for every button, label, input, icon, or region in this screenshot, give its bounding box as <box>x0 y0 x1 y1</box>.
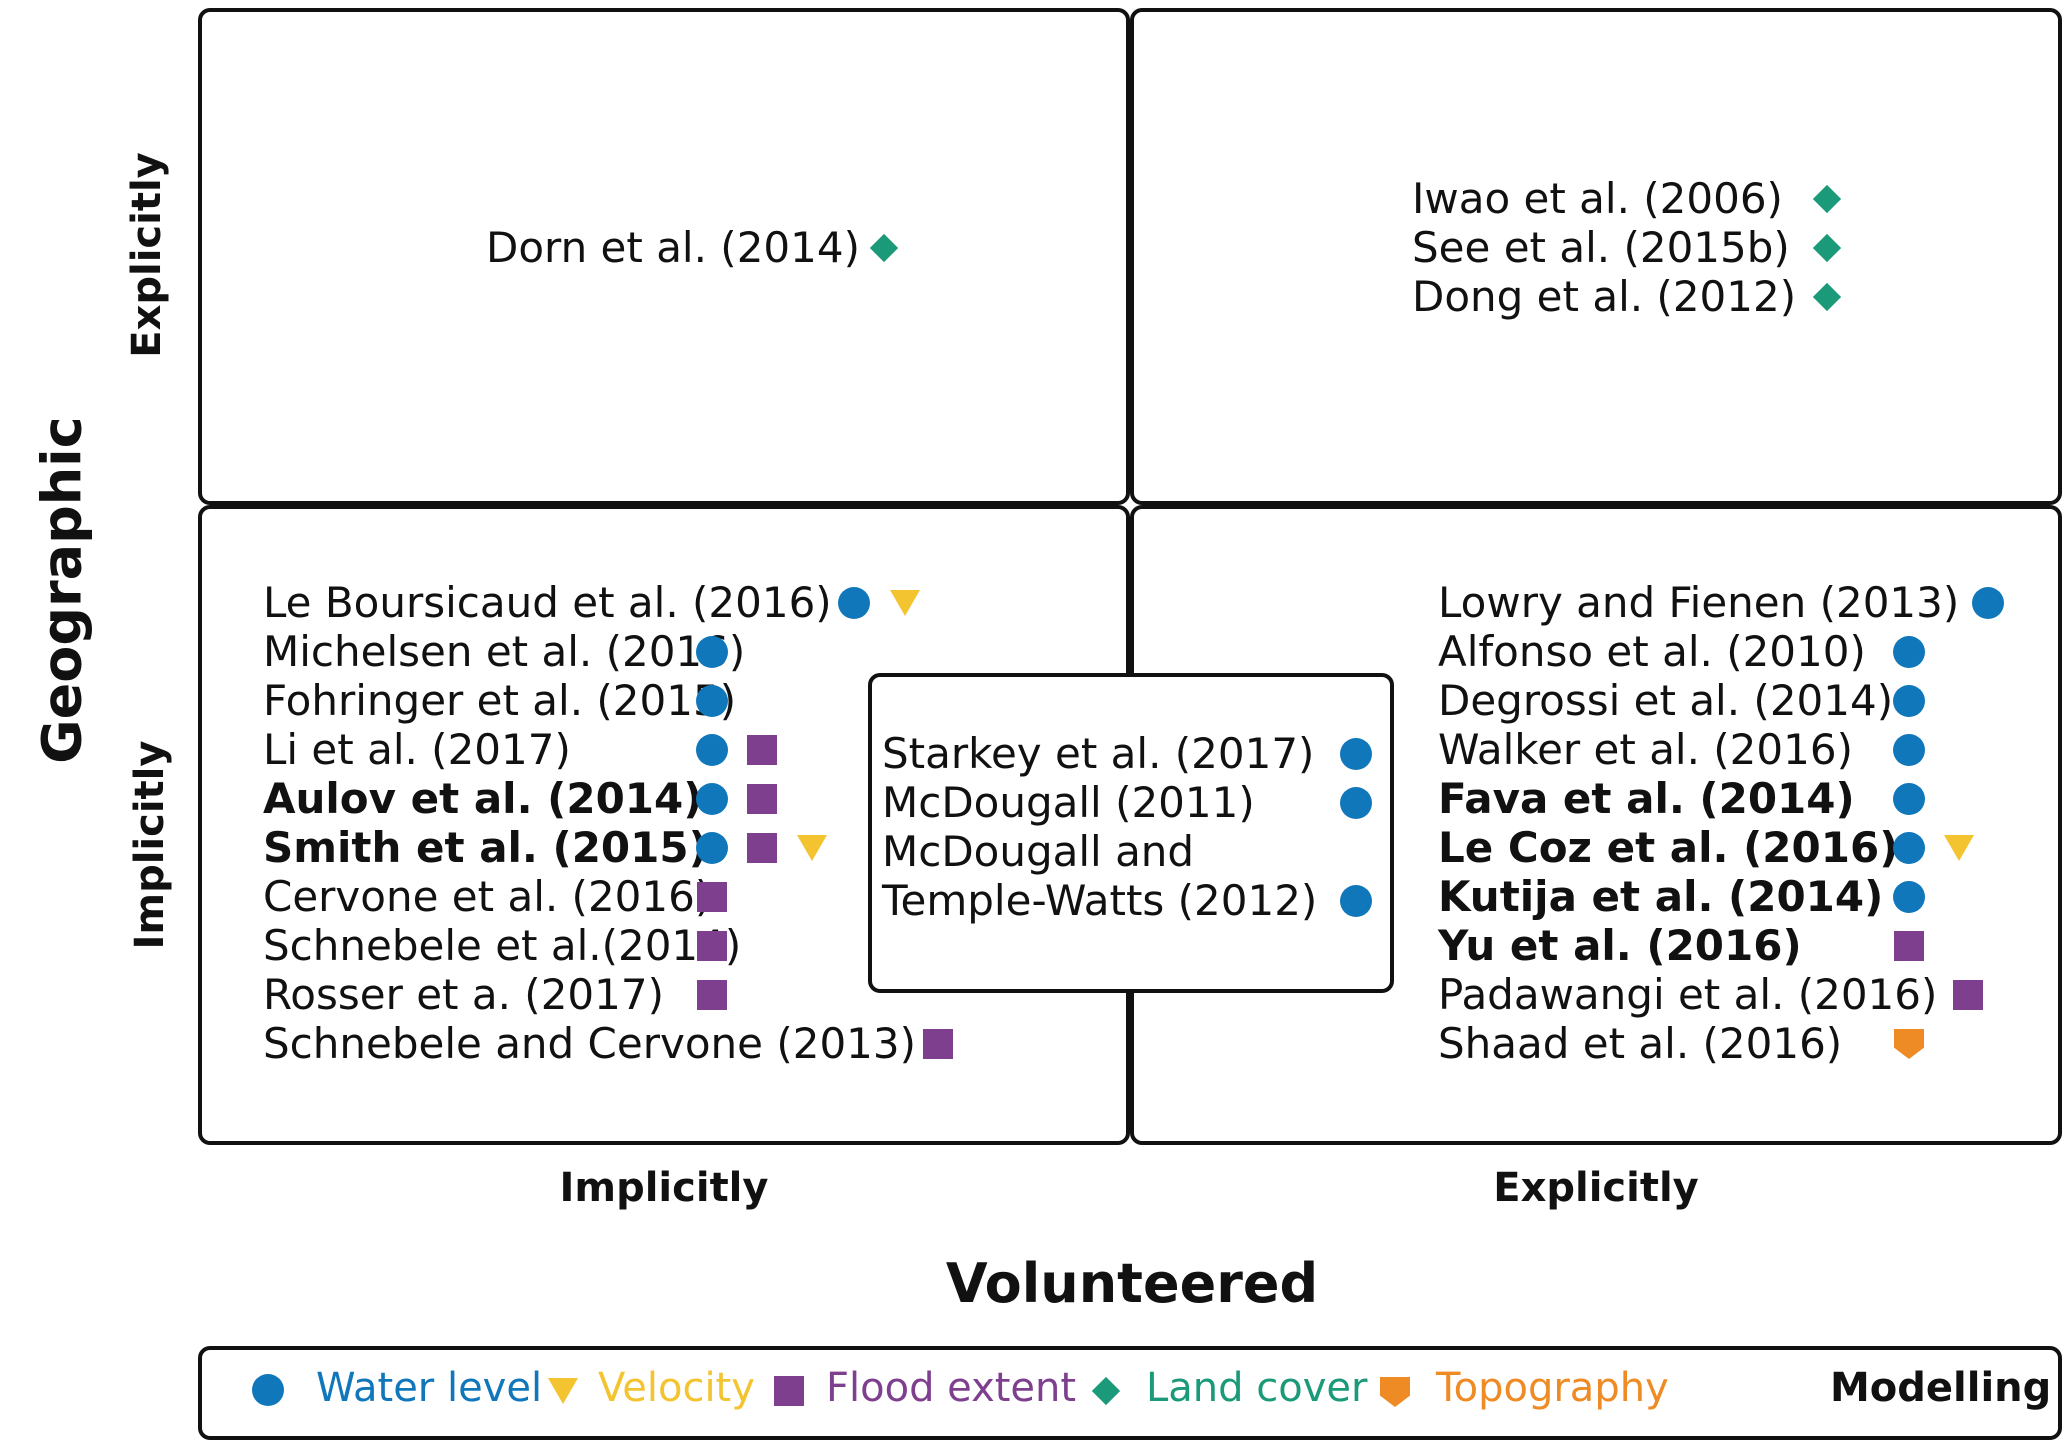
reference-cervone-et-al-2016: Cervone et al. (2016) <box>263 872 712 921</box>
legend-label-topography: Topography <box>1436 1365 1669 1411</box>
water-level-marker-icon <box>696 685 728 717</box>
water-level-marker-icon <box>696 783 728 815</box>
water-level-marker-icon <box>1340 885 1372 917</box>
flood-extent-marker-icon <box>1894 931 1924 961</box>
reference-rosser-et-a-2017: Rosser et a. (2017) <box>263 970 664 1019</box>
reference-lowry-and-fienen-2013: Lowry and Fienen (2013) <box>1438 578 1960 627</box>
y-axis-bottom-label: Implicitly <box>127 740 173 950</box>
velocity-marker-icon <box>1944 835 1974 861</box>
reference-yu-et-al-2016: Yu et al. (2016) <box>1438 921 1802 970</box>
flood-extent-legend-icon <box>774 1376 804 1406</box>
reference-padawangi-et-al-2016: Padawangi et al. (2016) <box>1438 970 1938 1019</box>
water-level-marker-icon <box>1893 881 1925 913</box>
water-level-marker-icon <box>1972 587 2004 619</box>
reference-kutija-et-al-2014: Kutija et al. (2014) <box>1438 872 1884 921</box>
x-axis-right-label: Explicitly <box>1493 1165 1699 1211</box>
water-level-marker-icon <box>838 587 870 619</box>
center-overlap-box <box>868 673 1394 993</box>
reference-aulov-et-al-2014: Aulov et al. (2014) <box>263 774 703 823</box>
legend-label-flood-extent: Flood extent <box>826 1365 1077 1411</box>
flood-extent-marker-icon <box>747 833 777 863</box>
water-level-marker-icon <box>1340 787 1372 819</box>
water-level-marker-icon <box>696 636 728 668</box>
reference-schnebele-et-al-2014: Schnebele et al.(2014) <box>263 921 742 970</box>
flood-extent-marker-icon <box>747 784 777 814</box>
reference-le-coz-et-al-2016: Le Coz et al. (2016) <box>1438 823 1899 872</box>
reference-iwao-et-al-2006: Iwao et al. (2006) <box>1412 174 1783 223</box>
water-level-marker-icon <box>1893 685 1925 717</box>
reference-li-et-al-2017: Li et al. (2017) <box>263 725 571 774</box>
reference-fohringer-et-al-2015: Fohringer et al. (2015) <box>263 676 737 725</box>
water-level-marker-icon <box>696 832 728 864</box>
reference-mcdougall-and: McDougall and <box>882 827 1195 876</box>
flood-extent-marker-icon <box>747 735 777 765</box>
reference-mcdougall-2011: McDougall (2011) <box>882 778 1255 827</box>
water-level-marker-icon <box>1893 832 1925 864</box>
y-axis-top-label: Explicitly <box>124 152 170 358</box>
flood-extent-marker-icon <box>697 882 727 912</box>
flood-extent-marker-icon <box>697 931 727 961</box>
legend-label-water-level: Water level <box>316 1365 543 1411</box>
flood-extent-marker-icon <box>923 1029 953 1059</box>
reference-see-et-al-2015b: See et al. (2015b) <box>1412 223 1790 272</box>
reference-alfonso-et-al-2010: Alfonso et al. (2010) <box>1438 627 1866 676</box>
legend-label-velocity: Velocity <box>598 1365 755 1411</box>
legend-box <box>198 1346 2062 1440</box>
water-level-marker-icon <box>1893 636 1925 668</box>
legend-modelling-label: Modelling <box>1830 1365 2052 1411</box>
reference-smith-et-al-2015: Smith et al. (2015) <box>263 823 708 872</box>
quadrant-explicit-geographic-implicit-volunteered <box>198 8 1130 505</box>
velocity-marker-icon <box>797 835 827 861</box>
reference-degrossi-et-al-2014: Degrossi et al. (2014) <box>1438 676 1894 725</box>
flood-extent-marker-icon <box>1953 980 1983 1010</box>
reference-walker-et-al-2016: Walker et al. (2016) <box>1438 725 1853 774</box>
reference-dorn-et-al-2014: Dorn et al. (2014) <box>486 223 860 272</box>
reference-michelsen-et-al-2016: Michelsen et al. (2016) <box>263 627 746 676</box>
water-level-legend-icon <box>252 1374 284 1406</box>
x-axis-left-label: Implicitly <box>559 1165 769 1211</box>
quadrant-explicit-geographic-explicit-volunteered <box>1130 8 2062 505</box>
flood-extent-marker-icon <box>697 980 727 1010</box>
water-level-marker-icon <box>1893 783 1925 815</box>
reference-starkey-et-al-2017: Starkey et al. (2017) <box>882 729 1315 778</box>
reference-fava-et-al-2014: Fava et al. (2014) <box>1438 774 1855 823</box>
reference-temple-watts-2012: Temple-Watts (2012) <box>882 876 1318 925</box>
water-level-marker-icon <box>696 734 728 766</box>
reference-shaad-et-al-2016: Shaad et al. (2016) <box>1438 1019 1843 1068</box>
reference-dong-et-al-2012: Dong et al. (2012) <box>1412 272 1797 321</box>
water-level-marker-icon <box>1893 734 1925 766</box>
y-axis-title: Geographic <box>30 416 94 764</box>
velocity-legend-icon <box>548 1378 578 1404</box>
velocity-marker-icon <box>890 590 920 616</box>
reference-schnebele-and-cervone-2013: Schnebele and Cervone (2013) <box>263 1019 917 1068</box>
water-level-marker-icon <box>1340 738 1372 770</box>
x-axis-title: Volunteered <box>945 1252 1319 1315</box>
reference-le-boursicaud-et-al-2016: Le Boursicaud et al. (2016) <box>263 578 832 627</box>
legend-label-land-cover: Land cover <box>1146 1365 1368 1411</box>
